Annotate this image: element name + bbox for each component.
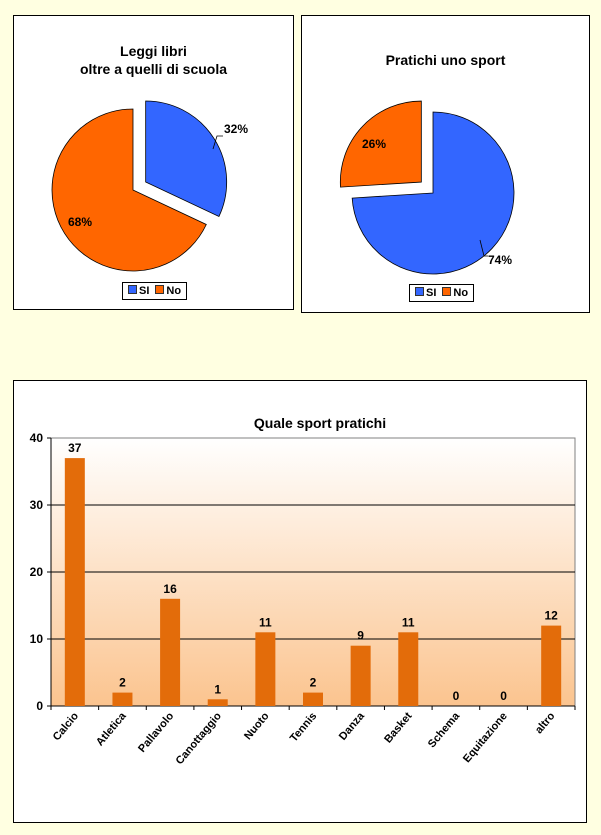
data-label: 16 bbox=[163, 582, 177, 596]
bar-basket bbox=[398, 632, 419, 706]
legend: SI No bbox=[122, 282, 188, 300]
data-label: 74% bbox=[488, 253, 512, 267]
x-tick-label: Schema bbox=[426, 710, 463, 751]
x-tick-label: Basket bbox=[382, 710, 415, 746]
pie-chart: 74% 26% bbox=[339, 100, 515, 275]
legend-swatch bbox=[155, 285, 165, 294]
x-tick-label: Danza bbox=[337, 710, 368, 743]
y-tick-label: 0 bbox=[36, 699, 43, 713]
y-tick-label: 30 bbox=[30, 498, 44, 512]
title-line: Leggi libri bbox=[120, 43, 187, 59]
data-label: 9 bbox=[357, 629, 364, 643]
legend: SI No bbox=[409, 284, 475, 302]
legend-swatch bbox=[415, 287, 424, 296]
data-label: 2 bbox=[310, 676, 317, 690]
x-tick-label: Canottaggio bbox=[174, 710, 225, 767]
y-tick-label: 40 bbox=[30, 431, 44, 445]
legend-item-si: SI bbox=[128, 285, 149, 297]
y-tick-label: 20 bbox=[30, 565, 44, 579]
bar-nuoto bbox=[255, 632, 276, 706]
pie-slice-no bbox=[51, 108, 207, 272]
title-line: oltre a quelli di scuola bbox=[79, 61, 228, 77]
data-label: 12 bbox=[545, 609, 559, 623]
bar-atletica bbox=[112, 692, 133, 706]
legend-item-si: SI bbox=[415, 287, 436, 299]
bar-pallavolo bbox=[160, 598, 181, 706]
pie-panel-sport: Pratichi uno sport 74% 26% SI No bbox=[301, 15, 590, 313]
data-label: 32% bbox=[224, 122, 248, 136]
data-label: 37 bbox=[68, 441, 82, 455]
legend-swatch bbox=[442, 287, 452, 296]
bar-calcio bbox=[64, 458, 85, 706]
x-tick-label: Equitazione bbox=[461, 710, 510, 765]
x-tick-label: Atletica bbox=[94, 710, 129, 749]
x-tick-label: altro bbox=[533, 710, 558, 736]
data-label: 68% bbox=[68, 215, 92, 229]
data-label: 2 bbox=[119, 676, 126, 690]
legend-swatch bbox=[128, 285, 137, 294]
pie-slice-no bbox=[339, 100, 422, 188]
bar-tennis bbox=[303, 692, 323, 706]
chart-title: Quale sport pratichi bbox=[253, 415, 387, 431]
data-label: 1 bbox=[214, 682, 221, 696]
data-label: 26% bbox=[362, 137, 386, 151]
legend-item-no: No bbox=[442, 287, 468, 299]
chart-title: Leggi libri oltre a quelli di scuola bbox=[14, 42, 293, 78]
data-label: 11 bbox=[259, 615, 272, 629]
pie-slice-si bbox=[351, 111, 515, 275]
y-tick-label: 10 bbox=[30, 632, 44, 646]
pie-panel-books: Leggi libri oltre a quelli di scuola 32%… bbox=[13, 15, 294, 310]
legend-label: SI bbox=[139, 285, 150, 297]
data-label: 0 bbox=[453, 689, 460, 703]
chart-title: Pratichi uno sport bbox=[385, 52, 506, 68]
legend-label: SI bbox=[426, 287, 437, 299]
x-tick-label: Nuoto bbox=[242, 710, 272, 742]
x-tick-label: Tennis bbox=[288, 710, 319, 744]
bar-danza bbox=[350, 645, 371, 706]
legend-label: No bbox=[453, 287, 469, 299]
pie-chart: 32% 68% bbox=[51, 100, 248, 272]
leader-line bbox=[212, 135, 223, 150]
data-label: 0 bbox=[500, 689, 507, 703]
x-tick-label: Calcio bbox=[51, 710, 82, 743]
legend-item-no: No bbox=[155, 285, 181, 297]
bar-panel-sports: Quale sport pratichi 0 10 20 30 40 37 Calcio 2 A… bbox=[13, 380, 587, 823]
pie-slice-si bbox=[145, 100, 228, 217]
data-label: 11 bbox=[402, 615, 415, 629]
legend-label: No bbox=[166, 285, 182, 297]
leader-line bbox=[479, 239, 488, 257]
bar-chart: 01020304037Calcio2Atletica16Pallavolo1Ca… bbox=[30, 431, 576, 767]
x-tick-label: Pallavolo bbox=[136, 710, 176, 755]
bar-altro bbox=[541, 625, 562, 706]
bar-canottaggio bbox=[207, 699, 228, 706]
